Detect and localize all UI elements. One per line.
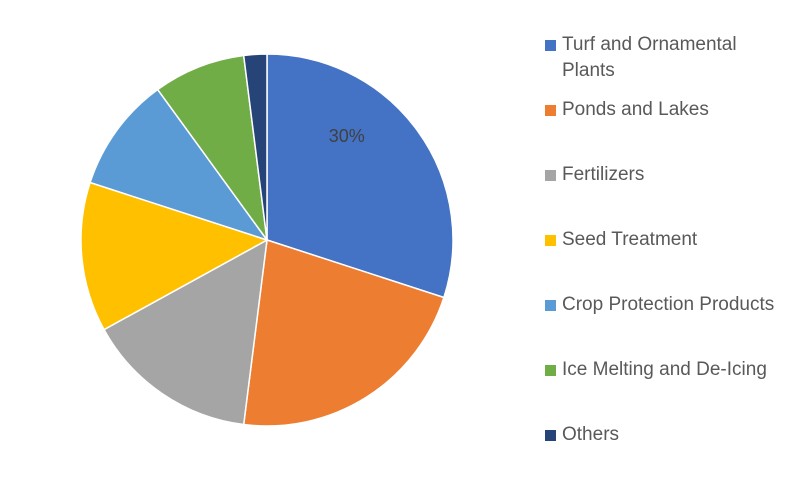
legend-swatch [545, 300, 556, 311]
legend-swatch [545, 170, 556, 181]
pie-slice [156, 54, 268, 241]
legend-label: Others [562, 424, 620, 445]
legend-swatch [545, 105, 556, 116]
legend-item: Seed Treatment [545, 227, 785, 253]
legend-swatch [545, 365, 556, 376]
pie-slice [89, 88, 269, 242]
pie-slice [242, 53, 268, 241]
legend-item: Turf and Ornamental Plants [545, 32, 785, 84]
legend-item: Fertilizers [545, 162, 785, 188]
legend-item: Ice Melting and De-Icing [545, 357, 785, 383]
legend-swatch [545, 430, 556, 441]
legend-swatch [545, 40, 556, 51]
data-label: 30% [329, 126, 365, 146]
legend-label: Crop Protection Products [562, 294, 775, 315]
pie-slice [80, 181, 269, 331]
legend-label: Ponds and Lakes [562, 99, 709, 120]
legend-item: Ponds and Lakes [545, 97, 785, 123]
legend-label: Ice Melting and De-Icing [562, 359, 767, 380]
pie-slice [102, 238, 268, 426]
pie-slice [242, 239, 445, 427]
pie-slice [266, 53, 454, 299]
legend-item: Others [545, 422, 785, 448]
legend-item: Crop Protection Products [545, 292, 785, 318]
legend-label: Fertilizers [562, 164, 645, 185]
legend-label: Turf and Ornamental Plants [562, 34, 737, 81]
legend-swatch [545, 235, 556, 246]
legend-label: Seed Treatment [562, 229, 698, 250]
